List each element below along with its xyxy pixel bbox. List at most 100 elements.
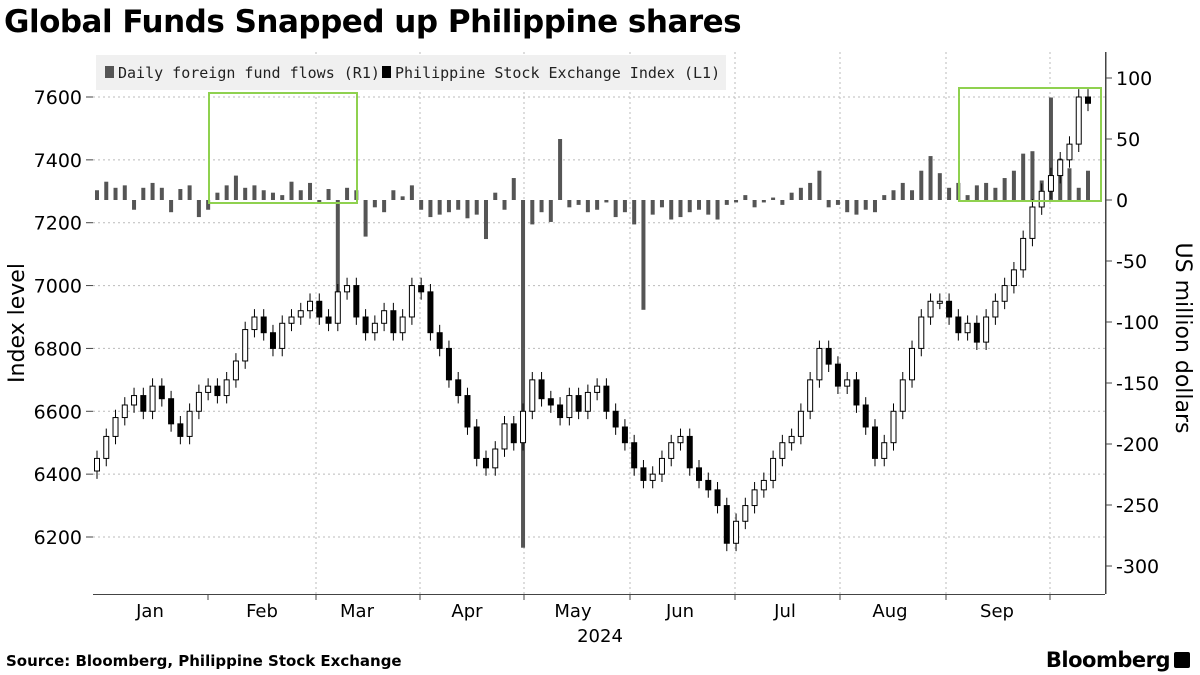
left-tick-label: 6800 bbox=[34, 338, 82, 360]
right-tick-label: -100 bbox=[1116, 312, 1159, 334]
flow-bar bbox=[345, 187, 350, 200]
candle-body bbox=[575, 395, 582, 412]
candle-body bbox=[436, 332, 443, 349]
candle-body bbox=[983, 316, 990, 343]
flow-bar bbox=[919, 170, 924, 200]
highlight-box-sep bbox=[958, 87, 1102, 202]
candle-body bbox=[1085, 96, 1091, 104]
flow-bar bbox=[678, 200, 683, 218]
candle-body bbox=[871, 426, 878, 459]
candle-body bbox=[445, 347, 452, 381]
candle-body bbox=[168, 398, 175, 425]
candle-body bbox=[825, 347, 832, 365]
candle-body bbox=[668, 442, 675, 459]
candle-body bbox=[344, 285, 351, 293]
left-tick-label: 7000 bbox=[34, 276, 82, 298]
month-label: Jun bbox=[665, 601, 694, 622]
month-label: Jul bbox=[773, 601, 796, 622]
candle-body bbox=[131, 395, 138, 406]
flow-bar bbox=[363, 200, 368, 237]
candle-body bbox=[1047, 175, 1054, 192]
flow-bar bbox=[419, 200, 424, 210]
candle-body bbox=[973, 322, 980, 343]
candle-body bbox=[557, 404, 564, 419]
candle-body bbox=[149, 385, 156, 412]
chart: Daily foreign fund flows (R1) Philippine … bbox=[5, 52, 1195, 645]
flow-bar bbox=[215, 192, 220, 200]
candle-body bbox=[260, 316, 267, 334]
flow-bar bbox=[891, 190, 896, 200]
legend-box bbox=[96, 55, 726, 90]
month-label: Sep bbox=[980, 601, 1014, 622]
candle-body bbox=[751, 489, 758, 507]
bloomberg-logo-icon bbox=[1174, 652, 1190, 668]
flow-bar bbox=[252, 185, 257, 200]
flow-bar bbox=[1086, 170, 1090, 200]
candle-body bbox=[603, 385, 610, 412]
candle-body bbox=[94, 457, 100, 472]
legend-swatch-index bbox=[382, 66, 391, 78]
right-tick-label: -50 bbox=[1116, 251, 1147, 273]
x-axis-line bbox=[93, 594, 1105, 595]
candle-body bbox=[482, 457, 489, 469]
right-tick-label: -200 bbox=[1116, 434, 1159, 456]
flow-bar bbox=[298, 190, 303, 200]
flow-bar bbox=[1021, 153, 1026, 200]
flow-bar bbox=[326, 189, 331, 200]
flow-bar bbox=[335, 200, 340, 298]
flow-bar bbox=[752, 200, 757, 208]
chart-title: Global Funds Snapped up Philippine share… bbox=[4, 4, 742, 40]
candle-body bbox=[834, 363, 841, 387]
candle-body bbox=[816, 347, 823, 381]
left-tick-label: 6200 bbox=[34, 527, 82, 549]
flow-bar bbox=[224, 185, 229, 200]
candle-body bbox=[520, 410, 527, 444]
candle-body bbox=[408, 285, 415, 318]
candle-body bbox=[696, 467, 703, 481]
flow-bar bbox=[483, 200, 488, 240]
flow-bar bbox=[95, 190, 99, 200]
candle-body bbox=[714, 489, 721, 507]
candle-body bbox=[279, 322, 286, 349]
bloomberg-logo: Bloomberg bbox=[1045, 648, 1171, 672]
flow-bar bbox=[437, 200, 442, 215]
flow-bar bbox=[798, 187, 803, 200]
flow-bar bbox=[113, 187, 118, 200]
candle-body bbox=[658, 457, 665, 475]
flow-bar bbox=[261, 190, 266, 200]
flow-bar bbox=[937, 173, 942, 200]
flow-bar bbox=[233, 175, 238, 200]
flow-bar bbox=[558, 139, 563, 200]
right-axis-line bbox=[1105, 52, 1107, 594]
flow-bar bbox=[808, 182, 813, 200]
flow-bar bbox=[641, 200, 646, 310]
candle-body bbox=[371, 322, 378, 334]
candle-body bbox=[566, 395, 573, 419]
left-tick-label: 7600 bbox=[34, 87, 82, 109]
candle-body bbox=[214, 385, 221, 397]
flow-bar bbox=[280, 195, 285, 200]
flow-bar bbox=[826, 200, 831, 208]
candle-body bbox=[1038, 190, 1045, 208]
flow-bar bbox=[974, 185, 979, 200]
flow-bar bbox=[187, 185, 192, 200]
candle-body bbox=[584, 391, 591, 412]
flow-bar bbox=[1067, 168, 1072, 200]
candle-body bbox=[1010, 269, 1017, 287]
candle-body bbox=[964, 322, 971, 334]
flow-bar bbox=[409, 185, 414, 200]
legend-label-index: Philippine Stock Exchange Index (L1) bbox=[395, 64, 720, 82]
candle-body bbox=[464, 395, 471, 428]
candle-body bbox=[492, 448, 499, 469]
candle-body bbox=[631, 442, 638, 469]
flow-bar bbox=[270, 192, 275, 200]
candle-body bbox=[455, 379, 462, 397]
flow-bar bbox=[104, 181, 109, 200]
flow-bar bbox=[882, 195, 887, 200]
right-tick-label: -150 bbox=[1116, 373, 1159, 395]
candle-body bbox=[242, 329, 249, 362]
flow-bar bbox=[446, 200, 451, 213]
flow-bar bbox=[715, 200, 720, 220]
flow-bar bbox=[150, 182, 155, 200]
flow-bar bbox=[141, 187, 146, 200]
